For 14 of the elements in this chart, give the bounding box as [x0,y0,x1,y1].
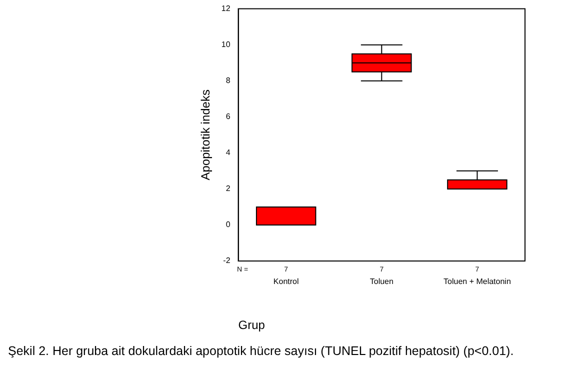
y-axis-title: Apopitotik indeks [198,90,213,180]
y-tick-label: 8 [226,76,231,86]
x-tick-label: Kontrol [273,277,299,286]
y-tick-label: 6 [226,112,231,122]
y-tick-label: 12 [221,4,231,14]
text: Şekil 2. Her gruba ait dokulardaki apoptotik hücre sayısı (TUNEL pozitif hepatosit) (p<0.01). [8,344,514,358]
y-tick-label: 0 [226,220,231,230]
y-tick-label: 4 [226,148,231,158]
x-axis-title: Grup [238,318,266,332]
y-tick-label: 2 [226,184,231,194]
y-tick-label: 10 [221,40,231,50]
x-tick-label: Toluen [370,277,394,286]
y-tick-label: -2 [223,256,231,266]
x-tick-label: Toluen + Melatonin [444,277,511,286]
